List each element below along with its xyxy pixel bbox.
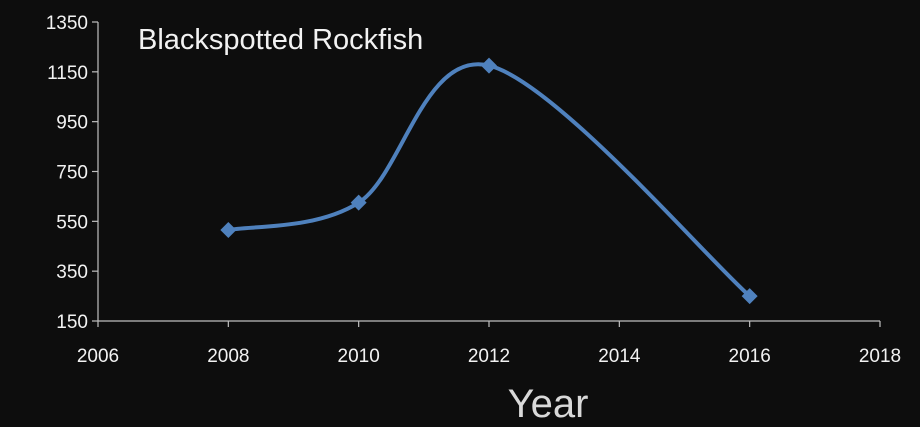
x-axis-ticks: 2006 2008 2010 2012 2014 2016 2018 — [77, 321, 901, 367]
y-tick-label: 150 — [56, 312, 88, 333]
data-point-marker — [220, 222, 237, 239]
x-tick-label: 2006 — [77, 346, 119, 367]
x-tick-label: 2012 — [468, 346, 510, 367]
x-tick-label: 2016 — [729, 346, 771, 367]
x-tick-label: 2018 — [859, 346, 901, 367]
series-line — [226, 62, 752, 299]
y-tick-label: 950 — [56, 113, 88, 134]
y-tick-label: 350 — [56, 262, 88, 283]
series-layer — [220, 57, 758, 305]
y-axis-ticks: 150 350 550 750 950 1150 1350 — [46, 13, 98, 333]
data-point-marker — [481, 57, 497, 74]
x-tick-label: 2010 — [338, 346, 380, 367]
y-tick-label: 750 — [56, 163, 88, 184]
y-tick-label: 1150 — [47, 63, 88, 84]
x-tick-label: 2014 — [598, 346, 641, 367]
y-tick-label: 1350 — [46, 13, 88, 34]
x-tick-label: 2008 — [207, 346, 249, 367]
data-point-marker — [350, 194, 367, 211]
x-axis-title: Year — [508, 382, 589, 426]
y-tick-label: 550 — [56, 212, 88, 233]
chart-title: Blackspotted Rockfish — [138, 24, 423, 56]
data-point-marker — [741, 288, 758, 305]
